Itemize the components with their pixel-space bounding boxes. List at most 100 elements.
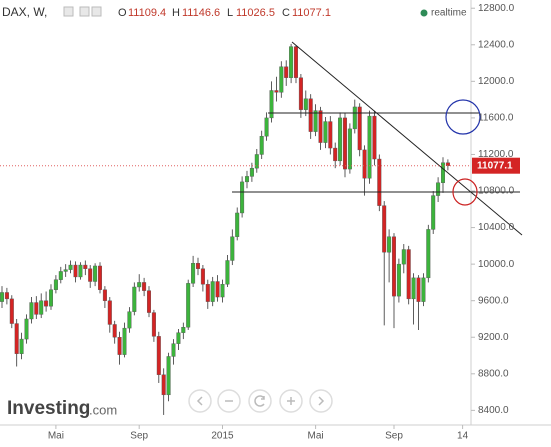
candle-body [328,121,333,149]
candle-body [78,264,83,278]
candle-body [254,154,259,169]
candle-body [102,289,107,301]
candle-body [387,236,392,253]
candle-body [14,323,19,354]
y-tick-label: 10000.0 [478,259,515,270]
close-label: C [282,7,290,19]
candle-body [294,46,299,78]
scroll-left[interactable] [188,389,212,413]
icon[interactable] [91,6,102,17]
reset[interactable] [248,389,272,413]
candle-body [195,263,200,269]
candle-body [411,277,416,300]
x-tick-label: 2015 [211,431,234,442]
candle-body [367,115,372,179]
candle-body [289,46,294,78]
y-tick-label: 11600.0 [478,113,514,124]
candle-body [24,318,29,340]
candle-body [0,292,4,302]
candle-body [220,284,225,298]
candle-body [146,290,151,313]
candle-body [39,300,44,315]
y-tick-label: 12400.0 [478,39,515,50]
candle-body [333,147,338,162]
x-tick-label: Mai [308,431,324,442]
candle-body [132,286,137,312]
last-price-label: 11077.1 [477,160,513,171]
candle-body [176,332,181,344]
blue-circle [445,99,481,135]
candle-body [269,90,274,119]
low-label: L [227,7,233,19]
candle-body [225,260,230,285]
candle-body [29,302,34,320]
candle-body [97,265,102,290]
candle-body [68,264,73,270]
icon[interactable] [79,6,90,17]
y-tick-label: 8800.0 [478,368,509,379]
candle-body [347,128,352,170]
candle-body [240,181,245,214]
candle-body [122,327,127,355]
candle-body [107,300,112,325]
status: realtime [431,8,467,19]
candle-body [401,249,406,265]
candle-body [249,167,254,177]
candle-body [112,324,117,338]
symbol: DAX, W, [2,5,47,19]
candles [0,43,450,415]
candle-body [308,98,313,132]
candle-body [156,336,161,375]
candle-body [436,182,441,196]
candle-body [200,268,205,285]
candle-body [186,283,191,328]
candle-body [377,158,382,206]
candle-body [9,298,14,324]
open-value: 11109.4 [128,7,166,19]
y-tick-label: 9200.0 [478,332,509,343]
trend-line [291,41,523,236]
high-value: 11146.6 [182,7,220,19]
candle-body [426,229,431,279]
candle-body [83,264,88,269]
candle-body [53,279,58,290]
x-tick-label: Sep [130,431,148,442]
candle-body [19,338,24,354]
scroll-right[interactable] [309,389,333,413]
candle-body [205,284,210,302]
x-tick-label: Sep [385,431,403,442]
candle-body [323,121,328,143]
candle-body [338,117,343,162]
high-label: H [172,7,180,19]
candle-body [58,271,63,280]
candle-body [406,249,411,300]
last-price-box [472,157,520,174]
candle-body [259,135,264,155]
candle-body [34,302,39,315]
candle-body [137,282,142,288]
x-tick-label: 14 [457,431,469,442]
nav-icons [196,395,325,407]
candle-body [392,236,397,297]
candle-body [73,264,78,278]
y-tick-label: 12800.0 [478,3,515,14]
candle-body [235,212,240,237]
candle-body [171,343,176,357]
candle-body [343,117,348,170]
candle-body [264,117,269,137]
candle-body [313,110,318,132]
candle-body [421,277,426,302]
candle-body [49,289,54,307]
icon[interactable] [63,6,74,17]
candle-body [279,66,284,93]
candle-body [161,374,166,396]
candle-body [303,98,308,110]
candle-body [127,311,132,329]
candle-body [151,312,156,337]
candle-body [416,277,421,302]
candle-body [4,292,9,300]
candle-body [210,281,215,302]
candle-body [284,66,289,78]
